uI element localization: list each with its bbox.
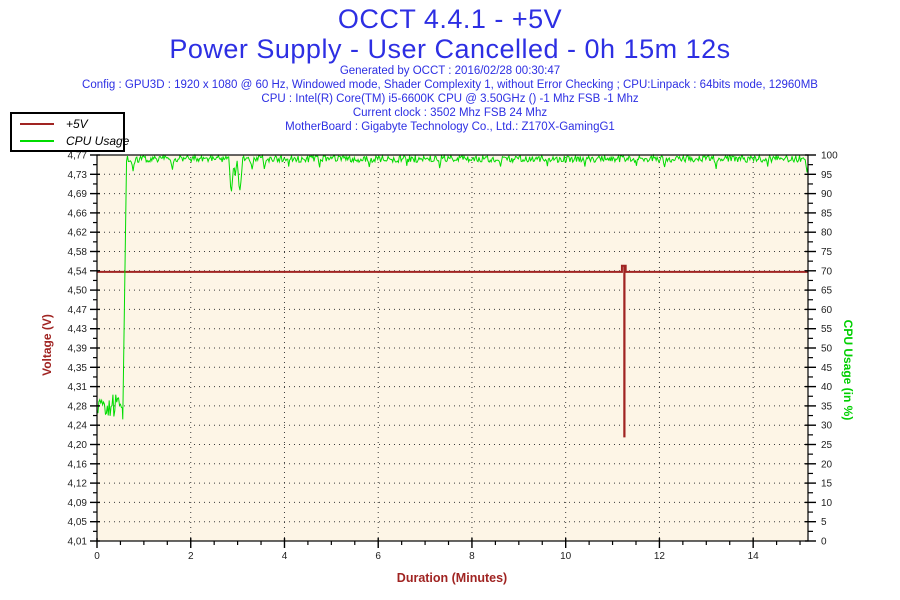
y-left-tick-label: 4,66 <box>68 208 88 219</box>
legend-label-5v: +5V <box>66 116 88 131</box>
y-left-tick-label: 4,09 <box>68 498 88 509</box>
y-left-tick-label: 4,73 <box>68 170 88 181</box>
y-left-tick-label: 4,54 <box>68 266 88 277</box>
y-right-tick-label: 80 <box>821 228 833 239</box>
y-right-tick-label: 90 <box>821 189 833 200</box>
plot-area <box>97 155 808 541</box>
y-left-tick-label: 4,50 <box>68 286 88 297</box>
x-tick-label: 14 <box>748 551 760 562</box>
y-right-tick-label: 50 <box>821 344 833 355</box>
x-tick-label: 8 <box>469 551 475 562</box>
y-right-tick-label: 35 <box>821 401 833 412</box>
clock-line: Current clock : 3502 Mhz FSB 24 Mhz <box>352 107 548 119</box>
motherboard-line: MotherBoard : Gigabyte Technology Co., L… <box>285 121 615 133</box>
generated-line: Generated by OCCT : 2016/02/28 00:30:47 <box>339 65 561 77</box>
y-left-tick-label: 4,05 <box>68 517 88 528</box>
y-right-tick-label: 100 <box>821 151 838 162</box>
y-left-tick-label: 4,77 <box>68 151 88 162</box>
config-line: Config : GPU3D : 1920 x 1080 @ 60 Hz, Wi… <box>82 79 818 91</box>
y-left-tick-label: 4,12 <box>68 479 88 490</box>
y-left-tick-label: 4,24 <box>68 421 88 432</box>
y-left-tick-label: 4,01 <box>68 537 88 548</box>
y-right-tick-label: 5 <box>821 517 827 528</box>
legend-item-5v: +5V <box>12 117 123 131</box>
y-left-tick-label: 4,39 <box>68 344 88 355</box>
page-subtitle: Power Supply - User Cancelled - 0h 15m 1… <box>169 34 731 64</box>
cpu-line: CPU : Intel(R) Core(TM) i5-6600K CPU @ 3… <box>261 93 639 105</box>
y-left-tick-label: 4,58 <box>68 247 88 258</box>
y-right-tick-label: 20 <box>821 459 833 470</box>
x-tick-label: 10 <box>560 551 572 562</box>
y-right-tick-label: 75 <box>821 247 833 258</box>
y-left-tick-label: 4,47 <box>68 305 88 316</box>
cpu-line-sample <box>20 139 54 142</box>
y-right-tick-label: 45 <box>821 363 833 374</box>
y-right-tick-label: 95 <box>821 170 833 181</box>
voltage-axis-title: Voltage (V) <box>40 314 54 376</box>
y-right-tick-label: 10 <box>821 498 833 509</box>
y-right-tick-label: 15 <box>821 479 833 490</box>
y-right-tick-label: 25 <box>821 440 833 451</box>
y-left-tick-label: 4,43 <box>68 324 88 335</box>
x-tick-label: 12 <box>654 551 666 562</box>
y-left-tick-label: 4,35 <box>68 363 88 374</box>
x-tick-label: 6 <box>375 551 381 562</box>
voltage-line <box>97 264 808 438</box>
voltage-line-sample <box>20 122 54 125</box>
y-right-tick-label: 85 <box>821 208 833 219</box>
legend-label-cpu: CPU Usage <box>66 133 130 148</box>
x-tick-label: 4 <box>282 551 288 562</box>
duration-axis-title: Duration (Minutes) <box>396 571 508 585</box>
y-right-tick-label: 30 <box>821 421 833 432</box>
report-header: OCCT 4.4.1 - +5V Power Supply - User Can… <box>0 4 900 134</box>
x-tick-label: 0 <box>94 551 100 562</box>
y-left-tick-label: 4,20 <box>68 440 88 451</box>
y-left-tick-label: 4,16 <box>68 459 88 470</box>
y-left-tick-label: 4,28 <box>68 401 88 412</box>
y-left-tick-label: 4,69 <box>68 189 88 200</box>
y-right-tick-label: 0 <box>821 537 827 548</box>
page-title: OCCT 4.4.1 - +5V <box>337 4 563 34</box>
y-left-tick-label: 4,31 <box>68 382 88 393</box>
cpu-usage-line <box>96 153 809 420</box>
legend-item-cpu: CPU Usage <box>12 134 129 148</box>
x-tick-label: 2 <box>188 551 194 562</box>
y-left-tick-label: 4,62 <box>68 228 88 239</box>
y-right-tick-label: 40 <box>821 382 833 393</box>
y-right-tick-label: 55 <box>821 324 833 335</box>
y-right-tick-label: 60 <box>821 305 833 316</box>
cpu-axis-title: CPU Usage (in %) <box>841 319 855 421</box>
legend: +5V CPU Usage <box>10 112 129 152</box>
y-right-tick-label: 65 <box>821 286 833 297</box>
y-right-tick-label: 70 <box>821 266 833 277</box>
